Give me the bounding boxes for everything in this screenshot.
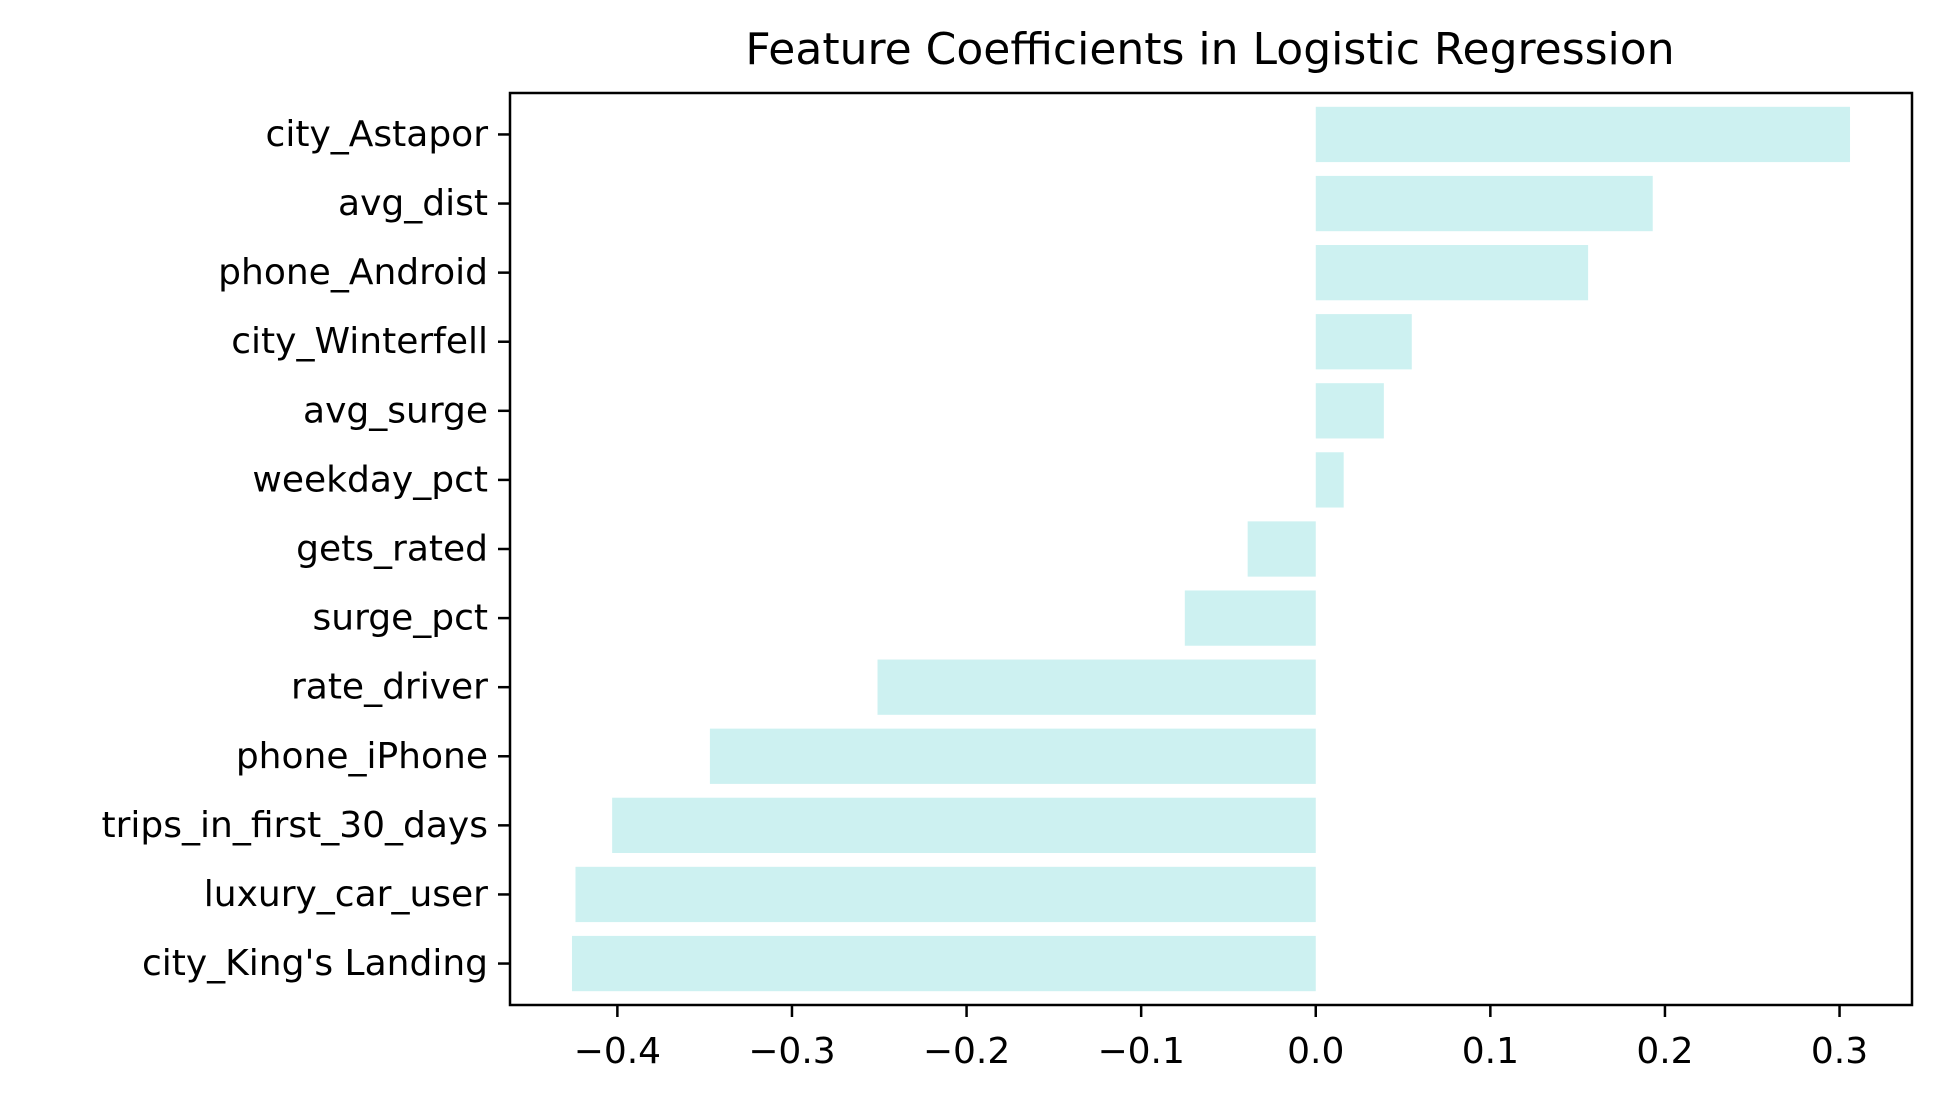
x-tick-label: 0.3 <box>1811 1031 1868 1072</box>
x-tick-label: 0.0 <box>1287 1031 1344 1072</box>
x-tick-label: 0.2 <box>1636 1031 1693 1072</box>
y-tick-label: phone_Android <box>218 252 488 293</box>
y-tick-label: city_Winterfell <box>231 321 488 362</box>
x-tick-label: −0.4 <box>574 1031 661 1072</box>
y-tick-label: avg_dist <box>338 183 488 224</box>
y-tick-label: surge_pct <box>313 598 489 639</box>
bars <box>571 106 1851 992</box>
y-tick-label: trips_in_first_30_days <box>102 805 488 846</box>
x-tick-label: 0.1 <box>1462 1031 1519 1072</box>
x-tick-label: −0.2 <box>923 1031 1010 1072</box>
bar-gets-rated <box>1247 521 1316 577</box>
y-tick-label: phone_iPhone <box>236 736 488 777</box>
bar-city-king-s-landing <box>571 935 1316 992</box>
bar-avg-dist <box>1315 175 1653 232</box>
bar-trips-in-first-30-days <box>612 797 1316 853</box>
x-tick-label: −0.1 <box>1097 1031 1184 1072</box>
y-tick-label: avg_surge <box>303 390 488 431</box>
x-axis: −0.4 −0.3 −0.2 −0.1 0.0 0.1 0.2 0.3 <box>574 1005 1868 1072</box>
x-tick-label: −0.3 <box>748 1031 835 1072</box>
bar-phone-iphone <box>709 728 1316 784</box>
y-tick-label: weekday_pct <box>252 459 488 500</box>
y-tick-label: luxury_car_user <box>204 874 488 915</box>
bar-weekday-pct <box>1315 452 1344 508</box>
bar-rate-driver <box>877 659 1316 715</box>
chart-title: Feature Coefficients in Logistic Regress… <box>745 24 1674 75</box>
bar-city-astapor <box>1315 106 1851 163</box>
bar-city-winterfell <box>1315 314 1412 370</box>
y-axis: city_Astapor avg_dist phone_Android city_Wi… <box>102 114 510 984</box>
y-tick-label: city_King's Landing <box>142 943 488 984</box>
bar-phone-android <box>1315 245 1589 301</box>
bar-luxury-car-user <box>575 866 1316 923</box>
bar-avg-surge <box>1315 383 1384 439</box>
y-tick-label: rate_driver <box>291 667 488 708</box>
bar-surge-pct <box>1184 590 1316 646</box>
y-tick-label: gets_rated <box>296 529 488 570</box>
y-tick-label: city_Astapor <box>266 114 489 155</box>
